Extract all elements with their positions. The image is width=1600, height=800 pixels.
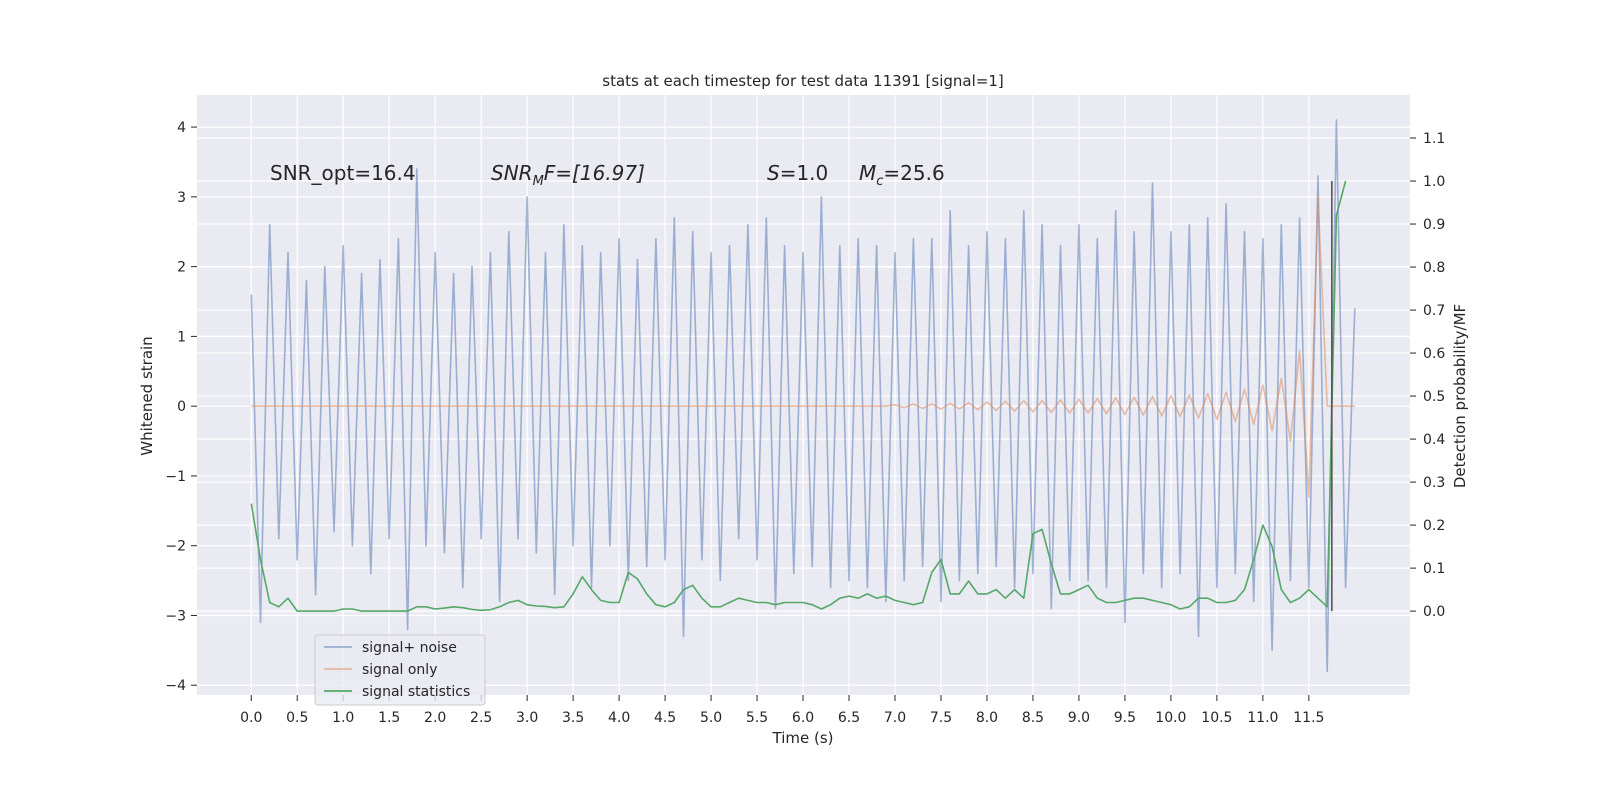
- y-tick-label: 2: [177, 260, 186, 276]
- x-tick-label: 11.0: [1247, 710, 1278, 726]
- annotation: Mc=25.6: [859, 161, 945, 189]
- legend-label: signal statistics: [362, 684, 470, 700]
- x-tick-label: 10.0: [1155, 710, 1186, 726]
- y-tick-label: 1: [177, 329, 186, 345]
- y2-tick-label: 0.1: [1423, 561, 1445, 577]
- x-tick-label: 8.5: [1022, 710, 1044, 726]
- x-tick-label: 1.0: [332, 710, 354, 726]
- annotation-text: SNR_opt=16.4: [270, 161, 416, 185]
- annotation-text: c: [876, 174, 883, 189]
- x-axis-label: Time (s): [772, 729, 834, 747]
- y2-tick-label: 0.7: [1423, 303, 1445, 319]
- x-tick-label: 7.5: [930, 710, 952, 726]
- x-tick-label: 3.5: [562, 710, 584, 726]
- x-tick-label: 7.0: [884, 710, 906, 726]
- x-tick-label: 9.0: [1068, 710, 1090, 726]
- x-tick-label: 3.0: [516, 710, 538, 726]
- y2-tick-label: 0.5: [1423, 389, 1445, 405]
- y-axis-label: Whitened strain: [138, 336, 156, 455]
- x-tick-label: 4.0: [608, 710, 630, 726]
- x-tick-label: 1.5: [378, 710, 400, 726]
- y2-tick-label: 1.1: [1423, 131, 1445, 147]
- annotation: SNR_opt=16.4: [270, 161, 416, 185]
- series-line: [250, 180, 1347, 612]
- annotation: S=1.0: [767, 161, 828, 185]
- annotation: SNRMF=[16.97]: [491, 161, 645, 189]
- y-tick-label: −2: [165, 539, 186, 555]
- y2-tick-label: 0.2: [1423, 518, 1445, 534]
- x-tick-label: 5.0: [700, 710, 722, 726]
- y-tick-label: −1: [165, 469, 186, 485]
- legend-label: signal only: [362, 662, 437, 678]
- y-tick-label: 3: [177, 190, 186, 206]
- annotation-text: F=[16.97]: [544, 161, 645, 185]
- x-tick-label: 0.5: [286, 710, 308, 726]
- x-tick-label: 4.5: [654, 710, 676, 726]
- legend-box: [314, 634, 486, 706]
- y2-tick-label: 0.0: [1423, 604, 1445, 620]
- x-tick-label: 9.5: [1114, 710, 1136, 726]
- x-tick-label: 6.5: [838, 710, 860, 726]
- x-tick-label: 10.5: [1201, 710, 1232, 726]
- x-tick-label: 11.5: [1293, 710, 1324, 726]
- y2-tick-label: 0.4: [1423, 432, 1445, 448]
- y-tick-label: 4: [177, 120, 186, 136]
- annotation-text: M: [533, 174, 544, 189]
- x-tick-label: 5.5: [746, 710, 768, 726]
- x-tick-label: 2.0: [424, 710, 446, 726]
- x-tick-label: 0.0: [240, 710, 262, 726]
- y2-tick-label: 0.6: [1423, 346, 1445, 362]
- chart-title: stats at each timestep for test data 113…: [602, 72, 1003, 90]
- x-tick-label: 6.0: [792, 710, 814, 726]
- x-tick-label: 2.5: [470, 710, 492, 726]
- series-line: [251, 196, 1355, 498]
- annotation-text: =25.6: [883, 161, 944, 185]
- legend-label: signal+ noise: [362, 640, 457, 656]
- y-tick-label: −4: [165, 678, 186, 694]
- annotation-text: M: [859, 161, 876, 185]
- y-tick-label: 0: [177, 399, 186, 415]
- marks: [250, 119, 1356, 673]
- x-tick-label: 8.0: [976, 710, 998, 726]
- y2-tick-label: 0.3: [1423, 475, 1445, 491]
- y2-tick-label: 1.0: [1423, 174, 1445, 190]
- y2-tick-label: 0.8: [1423, 260, 1445, 276]
- annotation-text: =1.0: [780, 161, 829, 185]
- y2-axis-label: Detection probability/MF: [1451, 304, 1469, 488]
- legend: signal+ noise signal only signal statistic…: [314, 634, 486, 706]
- annotation-text: SNR: [491, 161, 533, 185]
- y2-tick-label: 0.9: [1423, 217, 1445, 233]
- y-tick-label: −3: [165, 608, 186, 624]
- series-line: [250, 119, 1356, 673]
- annotation-text: S: [767, 161, 780, 185]
